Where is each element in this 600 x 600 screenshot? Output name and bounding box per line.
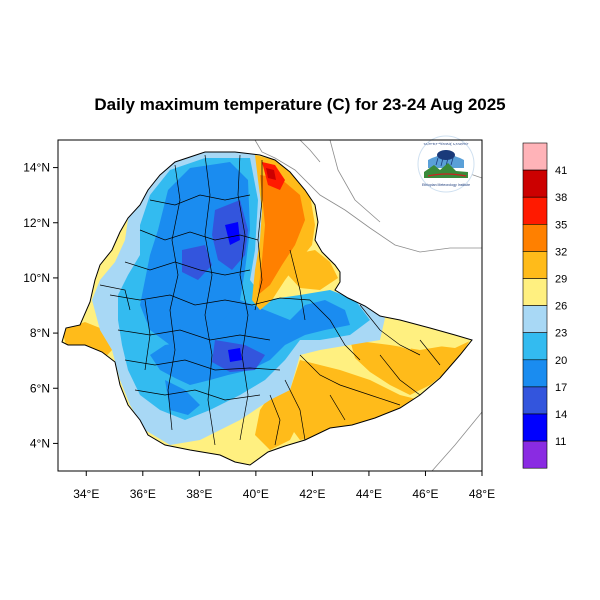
y-tick-label: 8°N <box>30 326 50 340</box>
colorbar-segment <box>522 278 548 306</box>
y-axis: 14°N 12°N 10°N 8°N 6°N 4°N <box>23 161 58 450</box>
colorbar-label: 32 <box>555 246 567 258</box>
colorbar-label: 26 <box>555 301 567 313</box>
emi-logo: የኢትዮጵያ ሜትሮሎጂ ኢንስቲትዩት Ethiopian Meteorolo… <box>417 135 475 193</box>
colorbar-segment <box>522 224 548 252</box>
y-tick-label: 6°N <box>30 381 50 395</box>
colorbar: 41 38 35 32 29 26 23 20 17 14 11 <box>522 142 567 469</box>
x-tick-label: 46°E <box>412 487 438 501</box>
colorbar-segment <box>522 440 548 469</box>
plot-frame <box>57 139 483 472</box>
x-tick-label: 38°E <box>186 487 212 501</box>
logo-bottom-text: Ethiopian Meteorology Institute <box>422 183 470 187</box>
x-tick-label: 48°E <box>469 487 495 501</box>
colorbar-label: 17 <box>555 382 567 394</box>
ethiopia-outline <box>61 151 473 466</box>
colorbar-label: 29 <box>555 274 567 286</box>
colorbar-segment <box>522 305 548 334</box>
colorbar-label: 35 <box>555 219 567 231</box>
colorbar-segment <box>522 386 548 415</box>
y-tick-label: 4°N <box>30 436 50 450</box>
colorbar-segment <box>522 142 548 171</box>
x-tick-label: 42°E <box>299 487 325 501</box>
x-tick-label: 36°E <box>130 487 156 501</box>
x-tick-label: 44°E <box>356 487 382 501</box>
chart-title: Daily maximum temperature (C) for 23-24 … <box>94 95 506 114</box>
colorbar-segment <box>522 359 548 388</box>
y-tick-label: 14°N <box>23 161 50 175</box>
admin-boundaries <box>99 154 441 446</box>
colorbar-label: 23 <box>555 328 567 340</box>
y-tick-label: 10°N <box>23 271 50 285</box>
colorbar-segment <box>522 169 548 198</box>
logo-arc-text: የኢትዮጵያ ሜትሮሎጂ ኢንስቲትዩት <box>424 142 469 146</box>
colorbar-segment <box>522 251 548 279</box>
colorbar-label: 20 <box>555 355 567 367</box>
colorbar-label: 38 <box>555 192 567 204</box>
colorbar-label: 11 <box>555 436 566 448</box>
x-axis: 34°E 36°E 38°E 40°E 42°E 44°E 46°E 48°E <box>73 471 495 501</box>
colorbar-segment <box>522 332 548 361</box>
colorbar-label: 14 <box>555 409 567 421</box>
x-tick-label: 40°E <box>243 487 269 501</box>
colorbar-label: 41 <box>555 165 567 177</box>
colorbar-segment <box>522 413 548 442</box>
x-tick-label: 34°E <box>73 487 99 501</box>
y-tick-label: 12°N <box>23 216 50 230</box>
colorbar-segment <box>522 196 548 225</box>
